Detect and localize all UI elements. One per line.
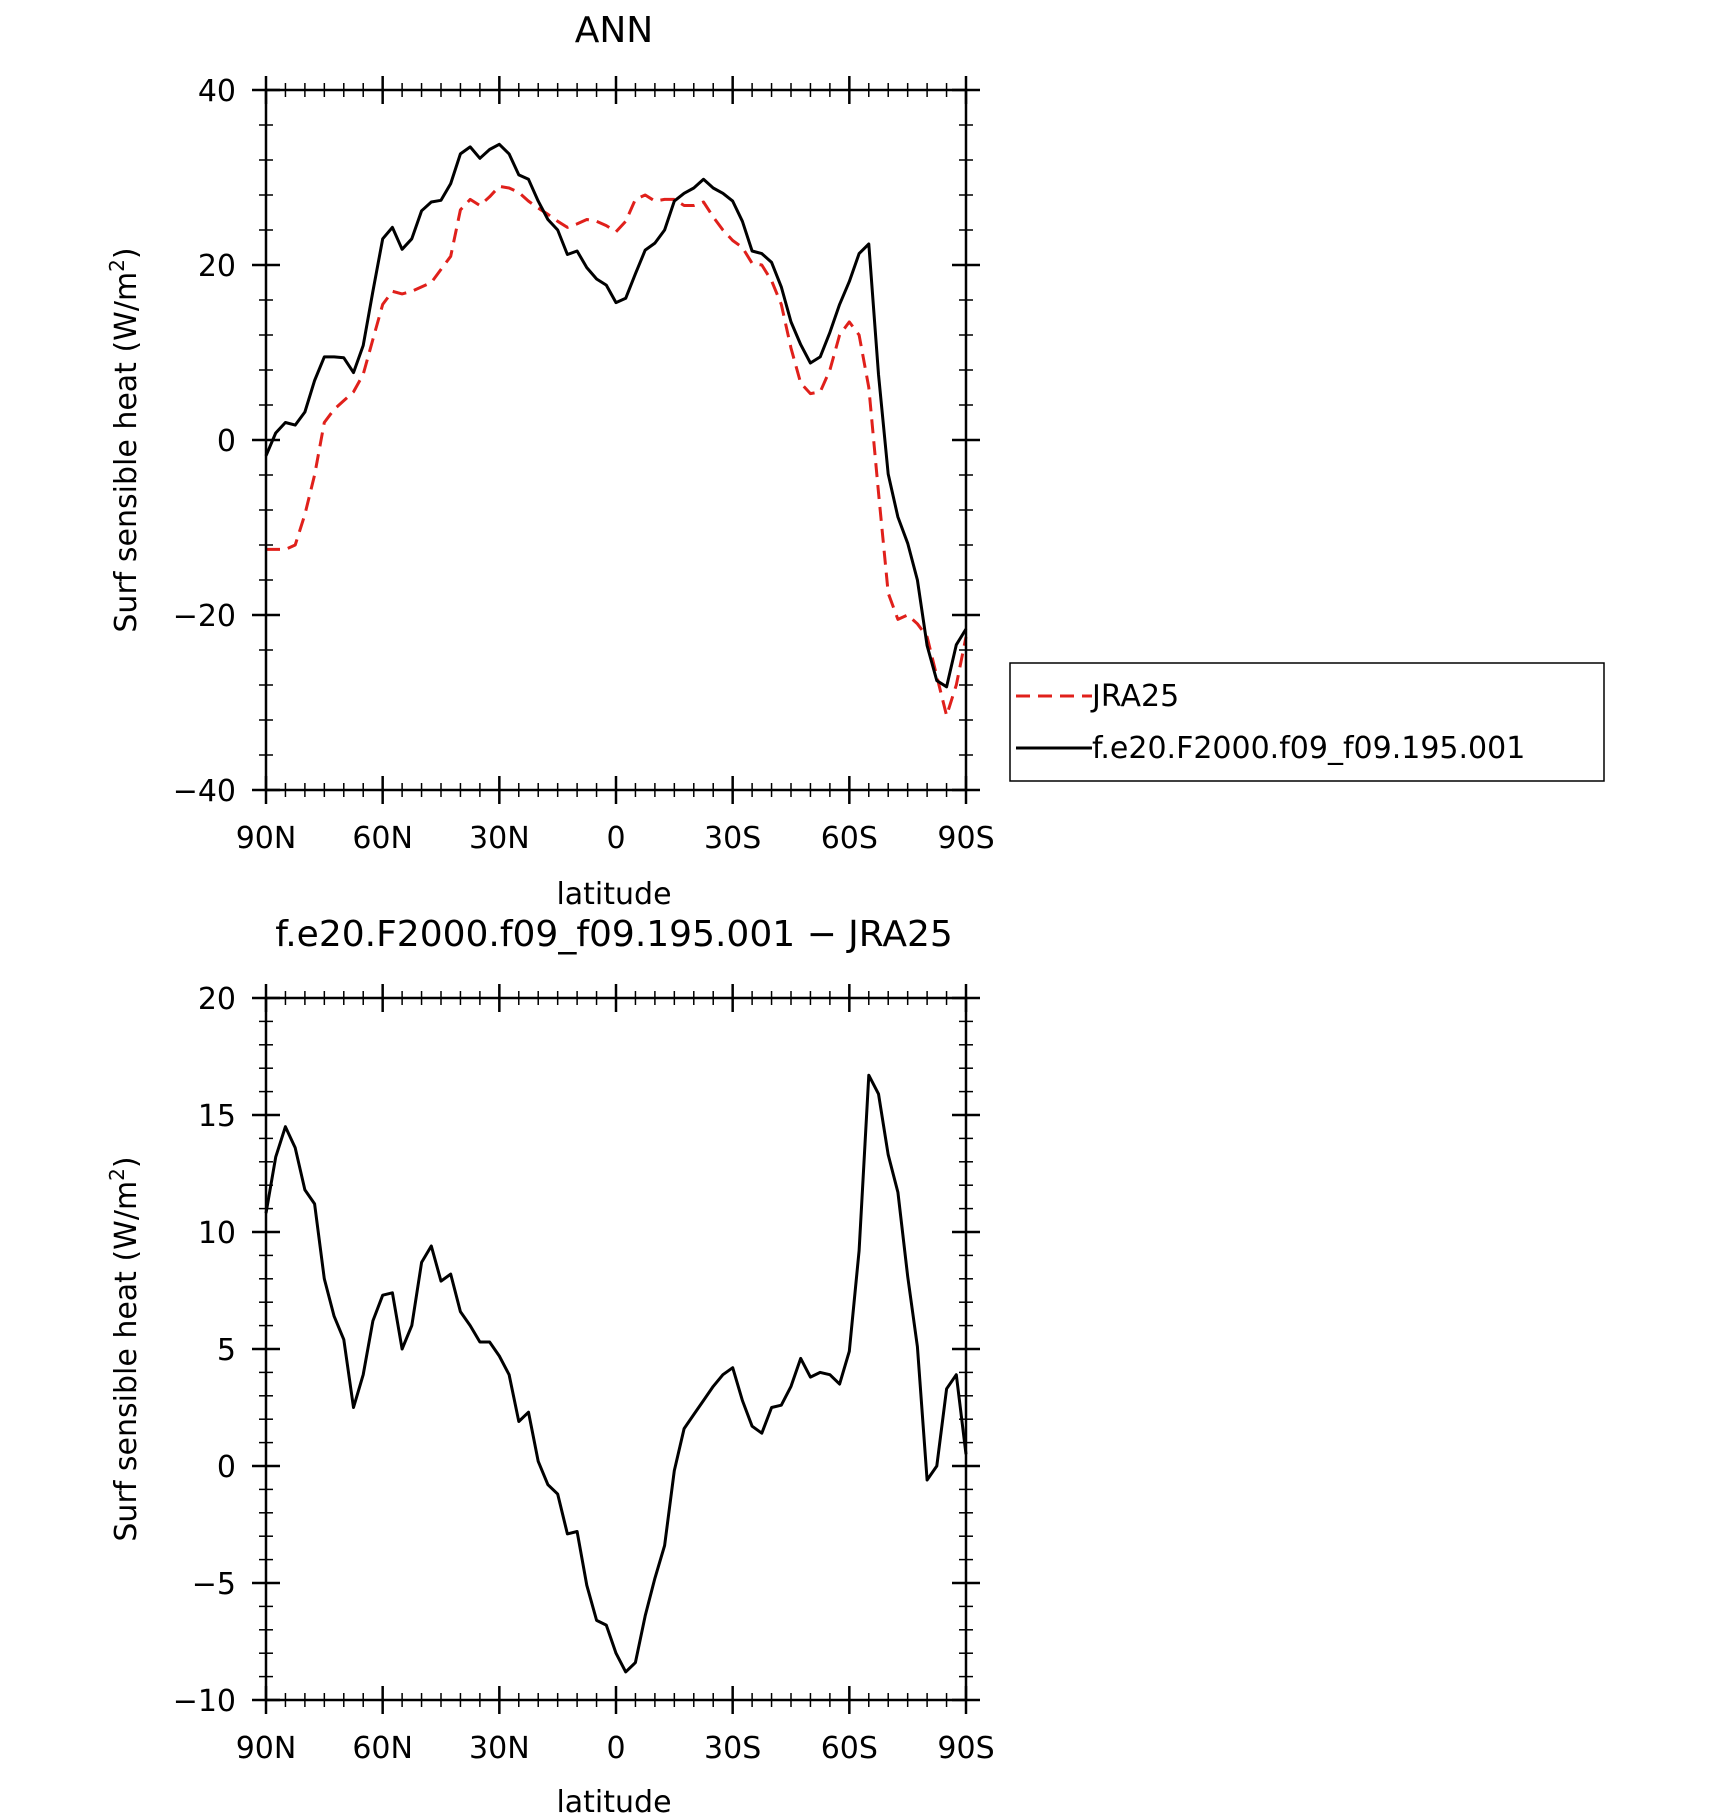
bottom-x-tick-label: 60S (821, 1731, 878, 1766)
bottom-x-tick-label: 90S (937, 1731, 994, 1766)
bottom-chart-title: f.e20.F2000.f09_f09.195.001 − JRA25 (275, 914, 953, 955)
top-tick-marks (252, 76, 980, 804)
bottom-x-tick-label: 60N (352, 1731, 413, 1766)
bottom-x-tick-label: 30N (469, 1731, 530, 1766)
bottom-y-tick-label: 20 (198, 982, 236, 1017)
bottom-x-tick-label: 30S (704, 1731, 761, 1766)
bottom-y-tick-label: −5 (192, 1567, 236, 1602)
legend-label-model: f.e20.F2000.f09_f09.195.001 (1092, 731, 1525, 766)
top-x-tick-label: 0 (606, 821, 625, 856)
top-x-tick-label: 60S (821, 821, 878, 856)
bottom-tick-marks (252, 984, 980, 1714)
top-series-lines (264, 142, 968, 718)
bottom-y-tick-label: −10 (173, 1684, 236, 1719)
legend-box (1009, 662, 1605, 782)
top-x-tick-label: 60N (352, 821, 413, 856)
top-y-tick-label: −40 (173, 774, 236, 809)
bottom-series-lines (264, 1073, 968, 1674)
top-y-tick-label: 40 (198, 74, 236, 109)
bottom-y-tick-label: 5 (217, 1333, 236, 1368)
top-x-tick-label: 30S (704, 821, 761, 856)
bottom-y-tick-label: 10 (198, 1216, 236, 1251)
bottom-y-axis-label: Surf sensible heat (W/m2) (105, 1156, 144, 1541)
top-y-tick-label: 0 (217, 424, 236, 459)
bottom-y-axis-label-end: ) (109, 1156, 144, 1168)
top-panel: ANN −40 −20 0 20 40 90N 60N 30N 0 30S 60S 90S lati… (105, 10, 995, 912)
top-y-axis-label-end: ) (109, 247, 144, 259)
bottom-x-tick-label: 0 (606, 1731, 625, 1766)
bottom-x-axis-label: latitude (556, 1785, 671, 1816)
top-series-line-0 (266, 184, 968, 718)
bottom-y-axis-label-main: Surf sensible heat (W/m (109, 1181, 144, 1542)
top-x-tick-labels: 90N 60N 30N 0 30S 60S 90S (236, 821, 995, 856)
bottom-x-tick-label: 90N (236, 1731, 297, 1766)
top-series-line-1 (264, 142, 968, 689)
top-x-tick-label: 90N (236, 821, 297, 856)
bottom-y-axis-label-sup: 2 (105, 1168, 129, 1181)
bottom-plot-frame (264, 996, 968, 1702)
top-chart-title: ANN (575, 10, 654, 51)
top-y-axis-label: Surf sensible heat (W/m2) (105, 247, 144, 632)
bottom-y-tick-labels: −10 −5 0 5 10 15 20 (173, 982, 236, 1719)
top-x-tick-label: 30N (469, 821, 530, 856)
top-y-tick-label: 20 (198, 249, 236, 284)
top-y-axis-label-main: Surf sensible heat (W/m (109, 272, 144, 633)
top-plot-frame (264, 88, 968, 792)
top-x-tick-label: 90S (937, 821, 994, 856)
top-y-axis-label-sup: 2 (105, 259, 129, 272)
legend: JRA25 f.e20.F2000.f09_f09.195.001 (1009, 662, 1605, 782)
top-y-tick-labels: −40 −20 0 20 40 (173, 74, 236, 809)
legend-label-jra25: JRA25 (1090, 679, 1179, 714)
bottom-series-line-0 (264, 1073, 968, 1674)
bottom-x-tick-labels: 90N 60N 30N 0 30S 60S 90S (236, 1731, 995, 1766)
bottom-panel: f.e20.F2000.f09_f09.195.001 − JRA25 −10−… (105, 914, 995, 1816)
top-x-axis-label: latitude (556, 877, 671, 912)
top-y-tick-label: −20 (173, 599, 236, 634)
bottom-y-tick-label: 15 (198, 1099, 236, 1134)
bottom-y-tick-label: 0 (217, 1450, 236, 1485)
